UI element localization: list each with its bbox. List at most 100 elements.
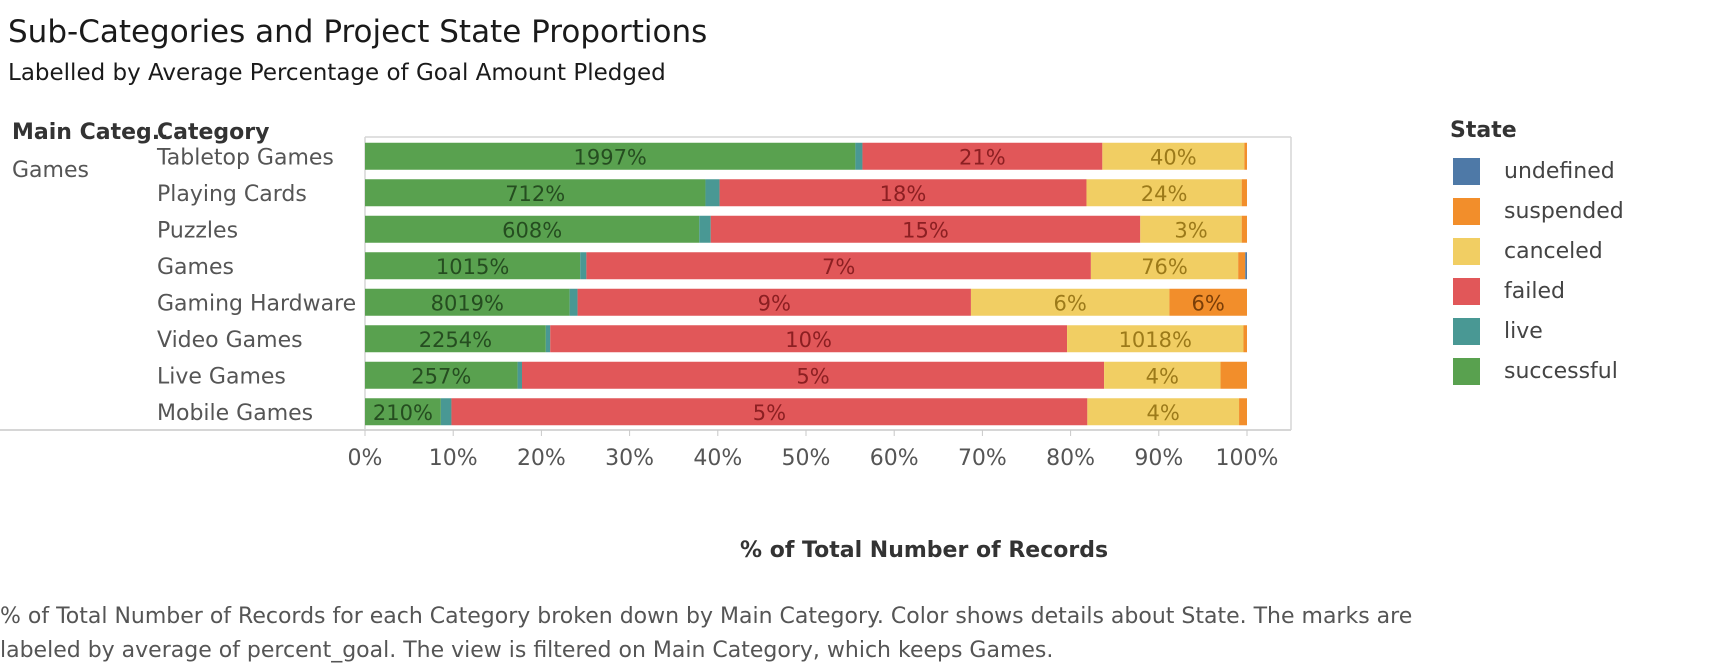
category-label[interactable]: Live Games <box>157 364 286 389</box>
x-tick-label: 30% <box>605 446 654 471</box>
data-label: 1997% <box>573 145 646 169</box>
legend-swatch <box>1453 157 1480 185</box>
chart-caption: % of Total Number of Records for each Ca… <box>0 604 1413 663</box>
bar-segment-live[interactable] <box>855 142 863 170</box>
legend-label: canceled <box>1504 238 1603 264</box>
bar-segment-failed[interactable] <box>710 215 1141 243</box>
stacked-bar-chart: Tabletop Games 1997% 21% 40% Playing Cards 71… <box>0 136 1292 471</box>
main-category-header[interactable]: Main Categ.. <box>12 120 169 145</box>
bar-segment-failed[interactable] <box>586 252 1091 280</box>
data-label: 24% <box>1141 182 1188 206</box>
bar-segment-suspended[interactable] <box>1238 252 1246 280</box>
category-header[interactable]: Category <box>157 120 270 145</box>
data-label: 15% <box>902 218 949 242</box>
bar-segment-suspended[interactable] <box>1220 361 1247 389</box>
category-label[interactable]: Mobile Games <box>157 401 313 426</box>
bar-segment-suspended[interactable] <box>1244 142 1247 170</box>
bar-segment-canceled[interactable] <box>1067 325 1244 353</box>
bar-segment-undefined[interactable] <box>1245 252 1247 280</box>
data-label: 21% <box>959 145 1006 169</box>
bar-segment-failed[interactable] <box>451 398 1088 426</box>
data-label: 712% <box>505 182 565 206</box>
legend-label: undefined <box>1504 158 1615 184</box>
bar-segment-live[interactable] <box>699 215 711 243</box>
bar-segment-suspended[interactable] <box>1239 398 1247 426</box>
x-tick-label: 90% <box>1134 446 1183 471</box>
bar-segment-successful[interactable] <box>365 142 856 170</box>
bar-segment-failed[interactable] <box>862 142 1103 170</box>
bar-segment-suspended[interactable] <box>1243 325 1247 353</box>
x-tick-label: 60% <box>870 446 919 471</box>
legend-item-live[interactable]: live <box>1453 311 1624 351</box>
bar-segment-successful[interactable] <box>365 288 570 316</box>
bar-segment-live[interactable] <box>569 288 578 316</box>
data-label: 1018% <box>1119 328 1192 352</box>
legend-label: suspended <box>1504 198 1624 224</box>
bar-segment-suspended[interactable] <box>1241 179 1247 207</box>
bar-segment-successful[interactable] <box>365 398 441 426</box>
data-label: 6% <box>1053 291 1086 315</box>
chart-subtitle: Labelled by Average Percentage of Goal A… <box>8 60 666 86</box>
x-tick-label: 10% <box>429 446 478 471</box>
bar-segment-successful[interactable] <box>365 325 546 353</box>
bar-segment-canceled[interactable] <box>1104 361 1221 389</box>
bar-segment-suspended[interactable] <box>1241 215 1247 243</box>
category-label[interactable]: Gaming Hardware <box>157 291 356 316</box>
bar-segment-failed[interactable] <box>719 179 1087 207</box>
bar-segment-canceled[interactable] <box>970 288 1170 316</box>
data-label: 257% <box>411 364 471 388</box>
bar-segment-successful[interactable] <box>365 215 700 243</box>
data-label: 2254% <box>419 328 492 352</box>
bar-segment-canceled[interactable] <box>1090 252 1239 280</box>
legend-item-failed[interactable]: failed <box>1453 271 1624 311</box>
category-label[interactable]: Tabletop Games <box>156 145 334 170</box>
bar-segment-canceled[interactable] <box>1102 142 1245 170</box>
data-label: 3% <box>1174 218 1207 242</box>
category-label[interactable]: Playing Cards <box>157 182 307 207</box>
x-tick-label: 100% <box>1216 446 1279 471</box>
bar-segment-suspended[interactable] <box>1169 288 1247 316</box>
data-label: 7% <box>822 255 855 279</box>
main-category-label: Games <box>12 158 89 183</box>
category-label[interactable]: Video Games <box>157 328 303 353</box>
bar-segment-successful[interactable] <box>365 361 518 389</box>
legend-label: failed <box>1504 278 1565 304</box>
data-label: 5% <box>796 364 829 388</box>
category-label[interactable]: Puzzles <box>157 218 238 243</box>
x-tick-label: 80% <box>1046 446 1095 471</box>
legend-swatch <box>1453 277 1480 305</box>
legend-swatch <box>1453 197 1480 225</box>
legend-item-canceled[interactable]: canceled <box>1453 231 1624 271</box>
bar-segment-live[interactable] <box>440 398 452 426</box>
x-tick-label: 50% <box>782 446 831 471</box>
data-label: 76% <box>1141 255 1188 279</box>
bar-segment-live[interactable] <box>705 179 720 207</box>
data-label: 8019% <box>431 291 504 315</box>
x-tick-label: 40% <box>693 446 742 471</box>
bar-segment-failed[interactable] <box>521 361 1105 389</box>
bar-segment-canceled[interactable] <box>1140 215 1242 243</box>
bar-segment-live[interactable] <box>580 252 587 280</box>
bar-segment-failed[interactable] <box>550 325 1068 353</box>
bar-segment-failed[interactable] <box>577 288 971 316</box>
bar-segment-successful[interactable] <box>365 252 581 280</box>
legend-item-successful[interactable]: successful <box>1453 351 1624 391</box>
legend-item-undefined[interactable]: undefined <box>1453 151 1624 191</box>
bar-segment-successful[interactable] <box>365 179 706 207</box>
chart-title: Sub-Categories and Project State Proport… <box>8 14 708 50</box>
data-label: 4% <box>1146 364 1179 388</box>
bar-segment-live[interactable] <box>545 325 551 353</box>
legend-label: live <box>1504 318 1543 344</box>
data-label: 608% <box>502 218 562 242</box>
bar-segment-canceled[interactable] <box>1087 398 1240 426</box>
legend[interactable]: undefined suspended canceled failed live succ… <box>1453 151 1624 391</box>
data-label: 10% <box>785 328 832 352</box>
x-axis-label: % of Total Number of Records <box>740 538 1109 563</box>
bar-segment-live[interactable] <box>517 361 522 389</box>
x-tick-label: 20% <box>517 446 566 471</box>
category-label[interactable]: Games <box>157 255 234 280</box>
data-label: 6% <box>1192 291 1225 315</box>
legend-item-suspended[interactable]: suspended <box>1453 191 1624 231</box>
bar-segment-canceled[interactable] <box>1086 179 1242 207</box>
legend-title: State <box>1450 118 1517 143</box>
